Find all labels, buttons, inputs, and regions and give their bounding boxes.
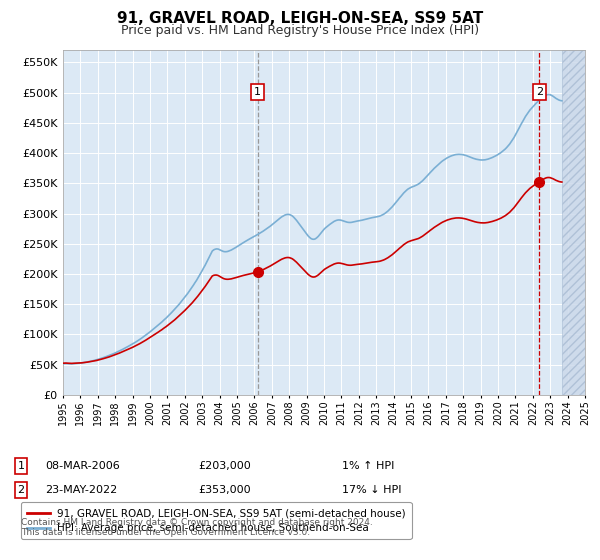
Text: 2: 2: [17, 485, 25, 495]
Text: 2: 2: [536, 87, 543, 97]
Text: 91, GRAVEL ROAD, LEIGH-ON-SEA, SS9 5AT: 91, GRAVEL ROAD, LEIGH-ON-SEA, SS9 5AT: [117, 11, 483, 26]
Text: 08-MAR-2006: 08-MAR-2006: [45, 461, 120, 471]
Text: 1: 1: [17, 461, 25, 471]
Text: Price paid vs. HM Land Registry's House Price Index (HPI): Price paid vs. HM Land Registry's House …: [121, 24, 479, 37]
Text: 1% ↑ HPI: 1% ↑ HPI: [342, 461, 394, 471]
Text: 1: 1: [254, 87, 261, 97]
Legend: 91, GRAVEL ROAD, LEIGH-ON-SEA, SS9 5AT (semi-detached house), HPI: Average price: 91, GRAVEL ROAD, LEIGH-ON-SEA, SS9 5AT (…: [21, 502, 412, 539]
Text: 17% ↓ HPI: 17% ↓ HPI: [342, 485, 401, 495]
Text: Contains HM Land Registry data © Crown copyright and database right 2024.
This d: Contains HM Land Registry data © Crown c…: [21, 518, 373, 538]
Bar: [562, 50, 585, 395]
Text: 23-MAY-2022: 23-MAY-2022: [45, 485, 117, 495]
Text: £353,000: £353,000: [198, 485, 251, 495]
Text: £203,000: £203,000: [198, 461, 251, 471]
